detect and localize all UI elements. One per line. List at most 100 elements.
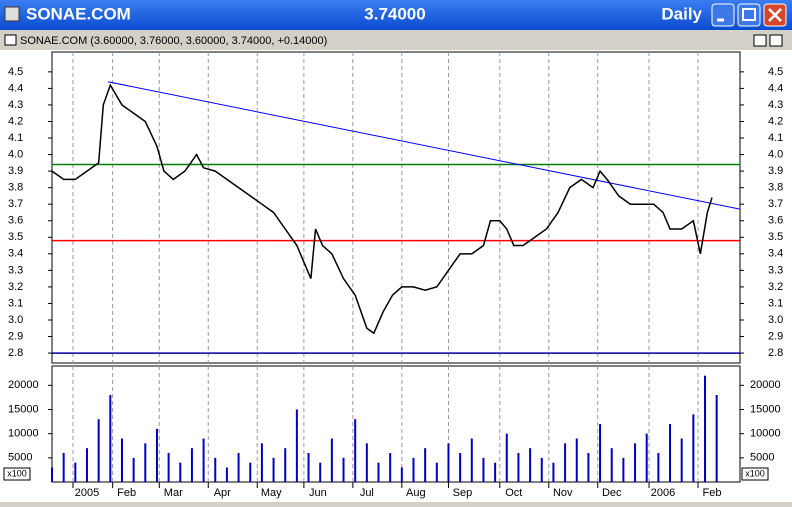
y-tick-label: 4.4 [768,82,783,94]
volume-bar [669,424,672,482]
volume-bar [657,453,660,482]
x-tick-label: Sep [453,487,473,499]
y-tick-label: 20000 [8,379,39,391]
chart-area [0,50,792,502]
volume-bar [389,453,392,482]
y-tick-label: 2.9 [8,330,23,342]
volume-bar [680,438,683,482]
window-price: 3.74000 [364,4,425,23]
x-tick-label: 2005 [75,487,99,499]
volume-bar [132,457,135,482]
x-tick-label: 2006 [651,487,675,499]
volume-bar [470,438,473,482]
volume-bar [342,457,345,482]
y-tick-label: 3.2 [8,281,23,293]
minimize-button[interactable] [711,3,735,27]
volume-bar [249,462,252,482]
volume-bar [447,443,450,482]
unit-box [3,467,31,481]
volume-bar [330,438,333,482]
window-period: Daily [661,4,702,23]
volume-bar [85,448,88,482]
y-tick-label: 4.5 [768,66,783,78]
x-tick-label: Feb [703,487,722,499]
y-tick-label: 3.4 [8,248,23,260]
inner-restore[interactable] [753,34,767,47]
volume-bar [494,462,497,482]
y-tick-label: 3.8 [768,182,783,194]
volume-bar [319,462,322,482]
unit-label: x100 [7,468,27,478]
volume-bar [622,457,625,482]
y-tick-label: 4.1 [768,132,783,144]
x-tick-label: Jul [360,487,374,499]
y-tick-label: 3.1 [768,297,783,309]
volume-bar [144,443,147,482]
y-tick-label: 2.9 [768,330,783,342]
volume-bar [482,457,485,482]
x-tick-label: Jun [309,487,327,499]
volume-bar [552,462,555,482]
chart-title: SONAE.COM (3.60000, 3.76000, 3.60000, 3.… [20,35,327,47]
y-tick-label: 3.0 [8,314,23,326]
y-tick-label: 3.1 [8,297,23,309]
volume-bar [599,424,602,482]
y-tick-label: 3.5 [8,231,23,243]
y-tick-label: 15000 [8,403,39,415]
volume-bar [295,409,298,482]
x-tick-label: Mar [164,487,183,499]
volume-bar [704,375,707,482]
volume-bar [179,462,182,482]
volume-bar [692,414,695,482]
volume-bar [505,433,508,482]
y-tick-label: 2.8 [768,347,783,359]
volume-bar [284,448,287,482]
x-tick-label: Oct [505,487,522,499]
volume-bar [517,453,520,482]
maximize-button[interactable] [737,3,761,27]
volume-bar [260,443,263,482]
y-tick-label: 3.9 [8,165,23,177]
volume-bar [645,433,648,482]
volume-bar [575,438,578,482]
volume-bar [225,467,228,482]
volume-bar [109,395,112,482]
y-tick-label: 4.2 [8,115,23,127]
volume-bar [715,395,718,482]
volume-bar [354,419,357,482]
y-tick-label: 3.3 [768,264,783,276]
volume-bar [190,448,193,482]
volume-bar [587,453,590,482]
y-tick-label: 3.2 [768,281,783,293]
y-tick-label: 3.5 [768,231,783,243]
volume-bar [120,438,123,482]
volume-bar [167,453,170,482]
price-panel [51,51,741,364]
volume-bar [62,453,65,482]
y-tick-label: 4.5 [8,66,23,78]
volume-bar [529,448,532,482]
y-tick-label: 4.1 [8,132,23,144]
y-tick-label: 10000 [750,428,781,440]
y-tick-label: 5000 [8,452,32,464]
close-icon [768,8,782,22]
unit-box [741,467,769,481]
title-bar: SONAE.COM 3.74000 Daily [0,0,792,30]
inner-close[interactable] [769,34,783,47]
maximize-icon [742,8,756,21]
y-tick-label: 5000 [750,452,774,464]
volume-bar [540,457,543,482]
trend-line [107,81,741,210]
y-tick-label: 3.7 [768,198,783,210]
volume-bar [202,438,205,482]
y-tick-label: 4.4 [8,82,23,94]
y-tick-label: 2.8 [8,347,23,359]
y-tick-label: 4.0 [768,148,783,160]
x-tick-label: Nov [553,487,573,499]
y-tick-label: 4.0 [8,148,23,160]
volume-bar [74,462,77,482]
title-bar-bg [0,0,792,30]
window-title: SONAE.COM [26,4,131,23]
